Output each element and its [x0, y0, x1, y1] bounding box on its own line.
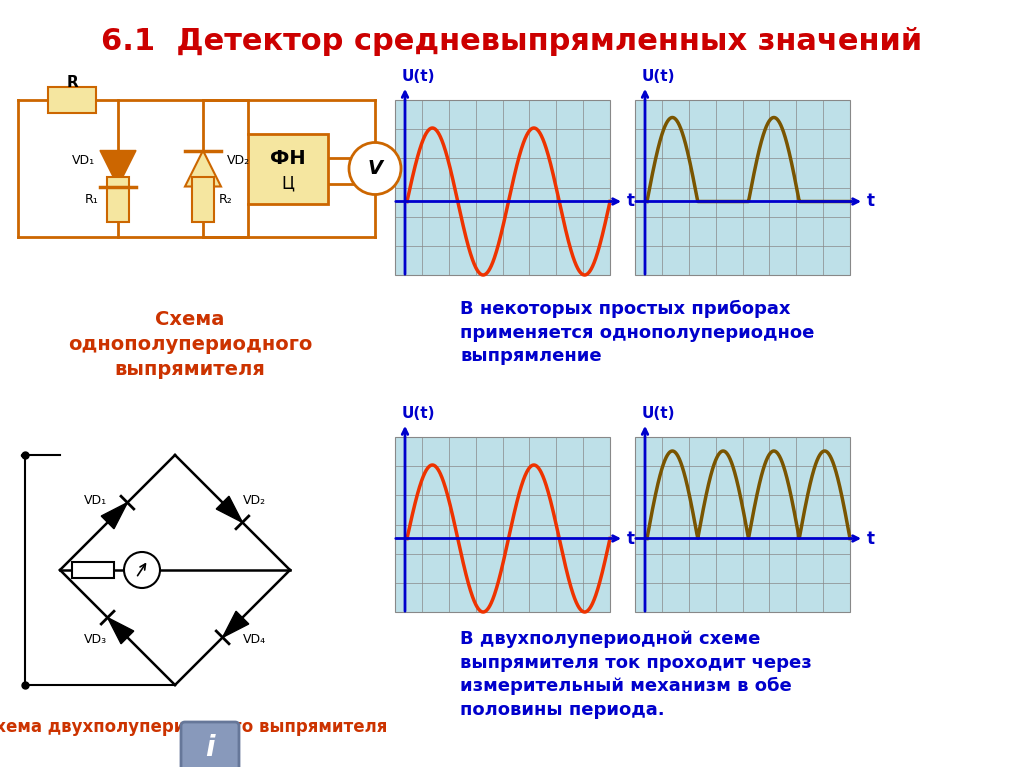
Polygon shape — [216, 496, 243, 522]
Polygon shape — [100, 150, 136, 186]
Text: U(t): U(t) — [642, 406, 676, 421]
Text: ФН: ФН — [270, 149, 306, 167]
Text: VD₁: VD₁ — [72, 154, 94, 167]
Bar — [635, 437, 850, 612]
Bar — [248, 133, 328, 203]
Text: VD₃: VD₃ — [84, 633, 108, 646]
Bar — [106, 177, 129, 222]
Polygon shape — [222, 611, 249, 637]
Text: В некоторых простых приборах
применяется однополупериодное
выпрямление: В некоторых простых приборах применяется… — [460, 300, 814, 365]
Text: t: t — [627, 529, 635, 548]
Bar — [395, 100, 610, 275]
Text: VD₂: VD₂ — [226, 154, 250, 167]
Text: t: t — [867, 529, 874, 548]
Bar — [635, 100, 850, 275]
Polygon shape — [101, 502, 127, 528]
Text: Ц: Ц — [282, 175, 295, 193]
Text: U(t): U(t) — [402, 406, 435, 421]
Text: 6.1  Детектор средневыпрямленных значений: 6.1 Детектор средневыпрямленных значений — [101, 28, 923, 57]
Text: VD₁: VD₁ — [84, 494, 108, 507]
Bar — [193, 177, 214, 222]
Text: VD₄: VD₄ — [243, 633, 266, 646]
FancyBboxPatch shape — [181, 722, 239, 767]
Bar — [72, 562, 114, 578]
Text: t: t — [867, 193, 874, 210]
Circle shape — [193, 730, 228, 766]
Polygon shape — [185, 150, 221, 186]
Text: VD₂: VD₂ — [243, 494, 266, 507]
Text: Схема двухполупериодного выпрямителя: Схема двухполупериодного выпрямителя — [0, 718, 387, 736]
Text: V: V — [368, 159, 383, 178]
Text: t: t — [627, 193, 635, 210]
Text: Схема
однополупериодного
выпрямителя: Схема однополупериодного выпрямителя — [68, 310, 312, 379]
Text: R: R — [67, 75, 78, 90]
Text: В двухполупериодной схеме
выпрямителя ток проходит через
измерительный механизм : В двухполупериодной схеме выпрямителя то… — [460, 630, 812, 719]
Circle shape — [124, 552, 160, 588]
Polygon shape — [108, 617, 134, 644]
Circle shape — [349, 143, 401, 195]
Text: U(t): U(t) — [402, 69, 435, 84]
Text: i: i — [205, 734, 215, 762]
Bar — [395, 437, 610, 612]
Text: R₂: R₂ — [219, 193, 232, 206]
Bar — [48, 87, 96, 113]
Text: R₁: R₁ — [85, 193, 99, 206]
Text: U(t): U(t) — [642, 69, 676, 84]
